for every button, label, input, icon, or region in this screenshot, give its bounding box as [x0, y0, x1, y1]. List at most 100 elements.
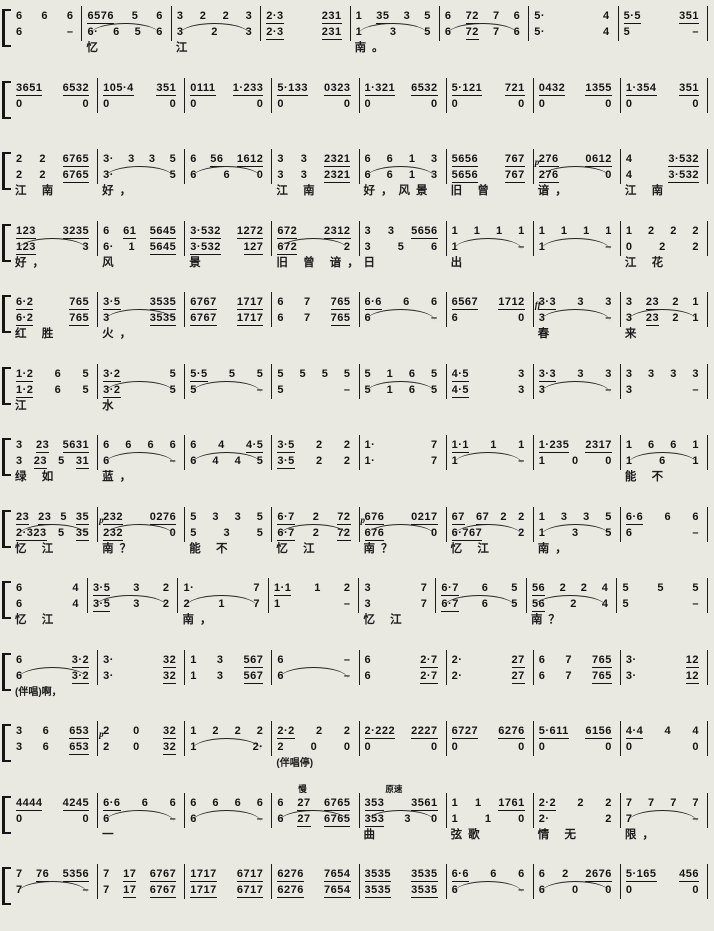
lyric: 红 胜: [15, 328, 60, 340]
measures-row: 4444 4245 0 0 6·6 6 6 6– 一 6 6 6 6 6– 慢 6 27 6765 6 27 6765 原…: [11, 784, 708, 844]
note-token: 0: [605, 455, 612, 467]
lower-voice: 6–: [103, 811, 182, 827]
lyric: 南，: [537, 542, 573, 555]
upper-voice: 3·3 3 3: [538, 294, 618, 310]
voices: 1·235 2317 1 0 0: [534, 435, 621, 470]
note-token: 72: [337, 526, 351, 541]
measure: 6276 7654 6276 7654: [272, 864, 360, 915]
note-token: 1: [451, 455, 459, 467]
note-token: 5: [58, 455, 65, 467]
note-token: 6: [66, 10, 74, 22]
note-token: 3·: [625, 653, 637, 666]
note-token: 6: [42, 725, 50, 737]
system-3: 2 2 6765 2 2 6765 江 南 3· 3 3 5 3· 5 好， 6 56 1612 6 6 0 3 3 232…: [2, 149, 708, 221]
measure: 1 1 1 1 1–: [534, 220, 621, 272]
note-token: 0: [605, 169, 612, 181]
measure: 6 2·7 6 2·7: [360, 649, 447, 701]
voices: 1·1 1 1 1–: [447, 435, 534, 470]
measure: 2 2 6765 2 2 6765 江 南: [11, 149, 99, 200]
note-token: 1: [605, 224, 612, 237]
upper-voice: 3 3 5656: [365, 223, 444, 239]
voices: 5·5 5 5 5–: [185, 363, 273, 399]
note-token: 2: [562, 868, 569, 880]
measure: 1· 7 2 1 7 南，: [178, 578, 269, 629]
voices: 6 61 5645 6· 1 5645: [98, 220, 186, 256]
note-token: 5: [277, 383, 284, 396]
upper-voice: 6 7 765: [539, 652, 618, 668]
lyric: [272, 685, 359, 701]
voices: 7 76 5356 7–: [11, 864, 99, 899]
upper-voice: 2·3 231: [266, 8, 347, 24]
note-token: 6·7: [277, 510, 295, 525]
measure: 123 3235 123 3 好，: [11, 220, 99, 272]
note-token: 2: [183, 598, 191, 610]
lyric: [88, 613, 179, 629]
system-6: 1·2 6 5 1·2 6 5 江 3·2 5 3·2 5 水 5·5 5 5 5–5 5 5 5 5–5 1 6 5 5 1 6…: [2, 363, 708, 436]
note-token: 6: [403, 296, 410, 308]
lower-voice: 6–: [452, 882, 531, 898]
voices: 1 3 567 1 3 567: [185, 649, 273, 685]
note-token: 3·532: [668, 169, 699, 183]
note-token: 6: [490, 868, 497, 880]
measure: 4444 4245 0 0: [11, 792, 99, 844]
measures-row: 2 2 6765 2 2 6765 江 南 3· 3 3 5 3· 5 好， 6 56 1612 6 6 0 3 3 232…: [11, 149, 708, 200]
note-token: 3·5: [92, 582, 111, 596]
measure: 原速 353 3561 353 3 0 曲: [360, 784, 447, 844]
upper-voice: 3 2 2 3: [177, 8, 258, 24]
measure: 6·7 6 5 6·7 6 5: [436, 578, 527, 629]
upper-voice: 6727 6276: [451, 723, 531, 739]
note-token: 767: [504, 169, 525, 183]
measure: 1717 6717 1717 6717: [185, 864, 273, 915]
voices: 4·4 4 4 0 0: [621, 721, 708, 756]
voices: 7 17 6767 7 17 6767: [98, 864, 186, 899]
lyric: [440, 41, 529, 57]
upper-voice: 123 3235: [16, 223, 95, 239]
note-token: 3: [430, 153, 438, 165]
note-token: 0: [133, 741, 140, 753]
note-token: 3: [605, 296, 612, 308]
note-token: 2: [103, 741, 110, 753]
lyric: 旧 曾 谙，: [276, 256, 360, 269]
note-token: 3: [216, 669, 224, 682]
voices: 1· 7 2 1 7: [178, 578, 269, 613]
note-token: 3·2: [103, 383, 121, 398]
note-token: 6: [277, 669, 284, 682]
note-token: 2227: [411, 725, 438, 739]
note-token: 6727: [451, 725, 479, 739]
note-token: 5: [57, 526, 65, 539]
note-token: 6: [256, 796, 264, 809]
note-token: 3: [128, 153, 135, 165]
lower-voice: 6 0 0: [539, 882, 618, 898]
upper-voice: 1· 7: [183, 580, 266, 596]
note-token: 0: [518, 312, 525, 324]
note-token: 3: [300, 169, 308, 181]
staff-bracket-icon: [2, 438, 11, 476]
note-token: 6: [190, 812, 197, 825]
lyric: 南。: [354, 42, 390, 54]
note-token: 6: [212, 796, 220, 809]
note-token: 3: [577, 367, 585, 380]
note-token: 2: [577, 796, 585, 809]
upper-voice: 1 1 1 1: [452, 223, 531, 239]
voices: 6 6 6 6–: [11, 6, 83, 41]
note-token: –: [605, 383, 612, 396]
upper-voice: 353 3561: [364, 795, 444, 811]
note-token: 6: [156, 26, 163, 38]
note-token: 0: [605, 741, 612, 753]
voices: 2·222 2227 0 0: [360, 721, 447, 756]
note-token: 3: [82, 240, 90, 253]
voices: 6·7 2 72 6·7 2 72: [272, 506, 360, 542]
note-token: –: [82, 884, 90, 896]
note-token: 2: [605, 812, 612, 825]
note-token: 0: [430, 812, 438, 825]
note-token: 3: [430, 169, 438, 181]
staff-bracket-icon: [2, 795, 11, 834]
lower-voice: 7 17 6767: [103, 882, 182, 898]
note-token: 653: [69, 741, 90, 755]
note-token: 2·7: [420, 669, 438, 684]
note-token: 3: [133, 582, 140, 594]
note-token: 7: [670, 796, 677, 809]
note-token: 76: [36, 868, 50, 882]
voices: 5 5 5 5 5–: [272, 363, 360, 399]
